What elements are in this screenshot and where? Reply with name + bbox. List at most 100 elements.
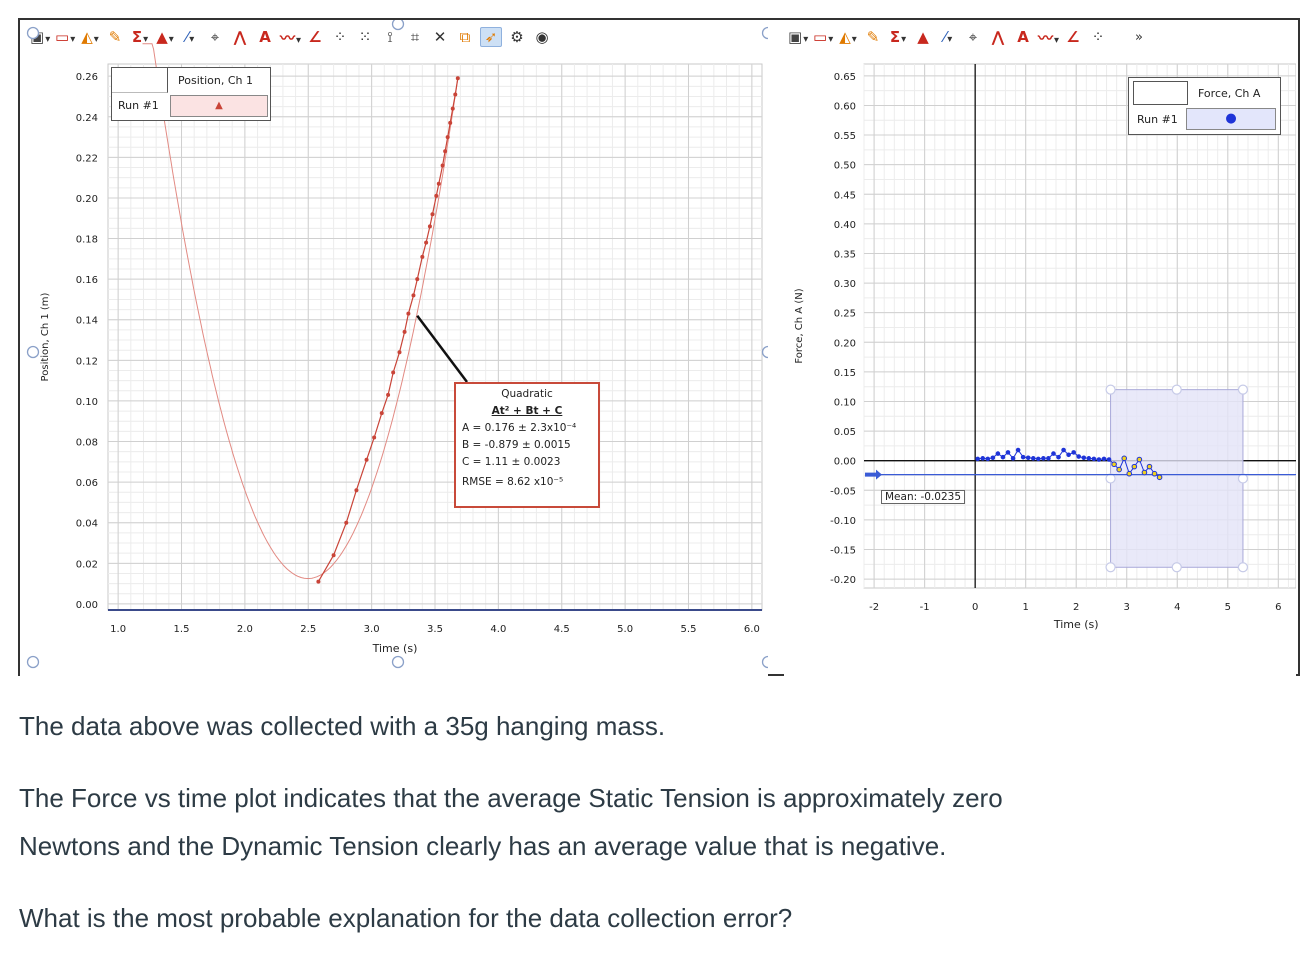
data-point <box>386 392 391 397</box>
data-point <box>455 76 460 81</box>
x-tick-label: 2.0 <box>237 624 253 635</box>
force-graph-panel[interactable]: ▣ ▭ ◭ ✎ Σ ▲ ⁄ ⌖ ⋀ A 〰 ∠ ⁘ » -2 -1 0 1 2 3 4 5 6 0… <box>784 20 1296 676</box>
y-tick-label: 0.26 <box>76 72 98 83</box>
stats-icon[interactable]: Σ <box>888 28 908 46</box>
scatter-icon[interactable]: ⁘ <box>333 28 347 46</box>
draw-icon[interactable]: ⁄ <box>180 28 200 46</box>
resize-handle <box>761 655 768 669</box>
tangent-icon[interactable]: ⋀ <box>991 28 1005 46</box>
draw-icon[interactable]: ⁄ <box>938 28 958 46</box>
toolbar-overflow-icon[interactable]: » <box>1135 29 1143 45</box>
scatter-icon[interactable]: ⁘ <box>1091 28 1105 46</box>
data-point <box>1061 447 1066 453</box>
data-point <box>1020 454 1026 460</box>
eye-icon[interactable]: ◉ <box>535 28 549 46</box>
crop-icon[interactable]: ⌗ <box>410 28 420 46</box>
selection-handle <box>1237 384 1249 395</box>
x-tick-label: 5.5 <box>681 624 697 635</box>
select-icon[interactable]: ➶ <box>480 27 502 47</box>
selection-handle <box>1105 384 1116 395</box>
data-point <box>1156 474 1163 481</box>
data-point <box>1111 461 1117 468</box>
data-point <box>1151 470 1158 477</box>
data-point <box>450 106 455 111</box>
y-tick-label: 0.08 <box>76 438 98 449</box>
y-tick-label: 0.06 <box>76 478 98 489</box>
pin-icon[interactable]: ⟟ <box>387 28 393 46</box>
x-axis-label: Time (s) <box>372 642 418 655</box>
scatter2-icon[interactable]: ⁙ <box>358 28 372 46</box>
data-point <box>1116 466 1122 473</box>
slope-icon[interactable]: ∠ <box>1066 28 1080 46</box>
position-legend-header: Position, Ch 1 <box>178 74 253 87</box>
quadratic-fit-box[interactable]: Quadratic At² + Bt + C A = 0.176 ± 2.3x1… <box>454 382 600 508</box>
data-point <box>397 350 402 355</box>
data-point <box>1010 456 1016 461</box>
data-point <box>379 411 384 416</box>
fit-icon[interactable]: ✎ <box>108 28 122 46</box>
y-tick-label: 0.20 <box>76 194 98 205</box>
integral-icon[interactable]: ▲ <box>917 28 929 46</box>
stats-icon[interactable]: Σ <box>130 28 150 46</box>
y-tick-label: 0.60 <box>834 101 856 112</box>
force-legend: Force, Ch A Run #1 ● <box>1128 77 1281 135</box>
y-tick-label: 0.00 <box>834 457 856 468</box>
integral-icon[interactable]: ▲ <box>155 28 175 46</box>
data-point <box>1086 456 1092 461</box>
text-icon[interactable]: A <box>1017 28 1029 46</box>
zoom-icon[interactable]: ⌖ <box>968 28 978 46</box>
x-tick-label: 4 <box>1174 602 1180 613</box>
question-line-4: What is the most probable explanation fo… <box>19 903 793 933</box>
annotate-icon[interactable]: 〰 <box>280 27 300 48</box>
x-tick-label: 1.5 <box>174 624 190 635</box>
force-legend-header: Force, Ch A <box>1198 87 1261 100</box>
fit-coefficient-b: B = -0.879 ± 0.0015 <box>462 439 571 451</box>
data-point <box>1071 450 1076 455</box>
data-point <box>1096 457 1102 462</box>
delete-icon[interactable]: ✕ <box>433 28 447 46</box>
x-axis-label: Time (s) <box>1053 618 1099 631</box>
annotate-icon[interactable]: 〰 <box>1038 27 1058 48</box>
zoom-icon[interactable]: ⌖ <box>210 28 220 46</box>
x-tick-label: 5 <box>1225 602 1231 613</box>
view-icon[interactable]: ▭ <box>813 28 833 46</box>
x-tick-label: 4.0 <box>490 624 506 635</box>
data-point <box>1041 456 1046 461</box>
y-tick-label: 0.22 <box>76 153 98 164</box>
y-tick-label: 0.40 <box>834 220 856 231</box>
text-icon[interactable]: A <box>259 28 271 46</box>
y-tick-label: 0.12 <box>76 356 98 367</box>
resize-handle <box>761 345 768 359</box>
analyze-icon[interactable]: ◭ <box>80 28 100 46</box>
y-axis-label: Position, Ch 1 (m) <box>40 292 51 381</box>
resize-handle <box>391 20 405 31</box>
graph-options-icon[interactable]: ▣ <box>788 28 808 46</box>
slope-icon[interactable]: ∠ <box>308 28 322 46</box>
selection-handle <box>1171 562 1182 573</box>
view-icon[interactable]: ▭ <box>55 28 75 46</box>
data-point <box>1146 463 1153 470</box>
data-point <box>372 435 377 440</box>
x-tick-label: 0 <box>972 602 978 613</box>
x-tick-label: 1 <box>1022 602 1028 613</box>
force-chart[interactable]: -2 -1 0 1 2 3 4 5 6 0.65 0.60 0.55 0.50 0.45 0.40 0.35 0… <box>784 20 1296 676</box>
resize-handle <box>391 655 405 669</box>
tangent-icon[interactable]: ⋀ <box>233 28 247 46</box>
settings-icon[interactable]: ⚙ <box>510 28 524 46</box>
data-point <box>420 254 425 259</box>
data-point <box>1106 457 1112 462</box>
selection-region <box>1110 389 1244 568</box>
y-tick-label: 0.14 <box>76 316 98 327</box>
analyze-icon[interactable]: ◭ <box>838 28 858 46</box>
copy-icon[interactable]: ⧉ <box>459 28 471 46</box>
y-tick-label: -0.05 <box>830 486 856 497</box>
data-point <box>427 224 432 229</box>
data-point <box>1121 455 1128 462</box>
data-point <box>1101 456 1107 462</box>
fit-icon[interactable]: ✎ <box>866 28 880 46</box>
data-point <box>1131 463 1138 470</box>
data-point <box>331 553 336 558</box>
position-graph-panel[interactable]: ▣ ▭ ◭ ✎ Σ ▲ ⁄ ⌖ ⋀ A 〰 ∠ ⁘ ⁙ ⟟ ⌗ ✕ ⧉ ➶ ⚙ … <box>20 20 768 676</box>
selection-handle <box>1237 473 1249 484</box>
data-point <box>1081 455 1087 461</box>
